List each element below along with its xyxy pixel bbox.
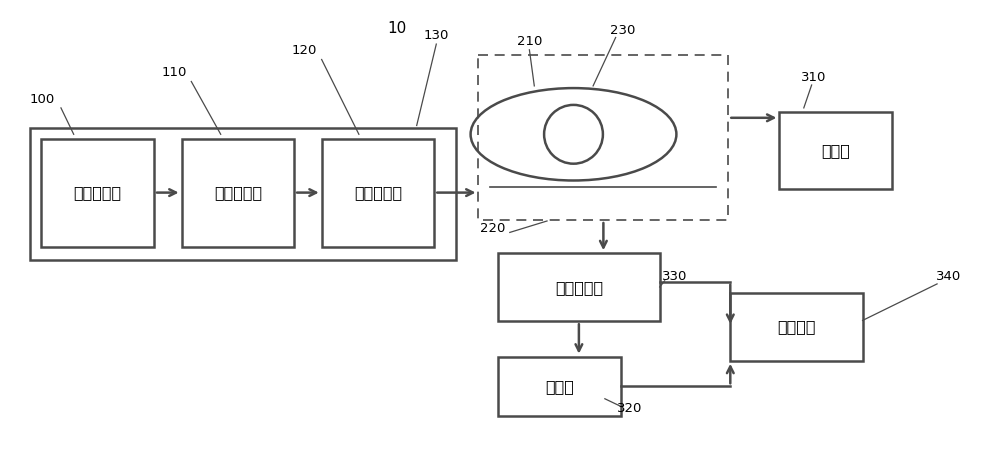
Text: 激光放大器: 激光放大器 bbox=[354, 185, 402, 200]
Text: 230: 230 bbox=[610, 23, 635, 36]
Bar bbox=[182, 139, 294, 247]
Text: 示波器: 示波器 bbox=[545, 379, 574, 394]
Bar bbox=[730, 293, 863, 361]
Text: 光谱仪: 光谱仪 bbox=[821, 143, 850, 158]
Bar bbox=[498, 253, 660, 321]
Bar bbox=[478, 55, 728, 220]
Text: 320: 320 bbox=[617, 402, 642, 415]
Text: 100: 100 bbox=[30, 92, 55, 106]
Text: 340: 340 bbox=[936, 270, 961, 283]
Text: 120: 120 bbox=[291, 44, 317, 57]
Bar bbox=[779, 112, 892, 189]
Text: 310: 310 bbox=[801, 70, 826, 84]
Text: 激光泵浦源: 激光泵浦源 bbox=[74, 185, 122, 200]
Bar bbox=[498, 357, 621, 416]
Text: 130: 130 bbox=[424, 29, 449, 42]
Text: 330: 330 bbox=[662, 270, 687, 283]
Text: 110: 110 bbox=[162, 66, 187, 79]
Bar bbox=[41, 139, 154, 247]
Text: 射频谱仪: 射频谱仪 bbox=[777, 319, 816, 335]
Text: 激光隔离器: 激光隔离器 bbox=[214, 185, 262, 200]
Bar bbox=[322, 139, 434, 247]
Text: 210: 210 bbox=[517, 35, 542, 48]
Text: 220: 220 bbox=[480, 222, 506, 235]
Text: 光电探测器: 光电探测器 bbox=[555, 280, 603, 295]
Bar bbox=[30, 128, 456, 260]
Text: 10: 10 bbox=[387, 21, 407, 36]
